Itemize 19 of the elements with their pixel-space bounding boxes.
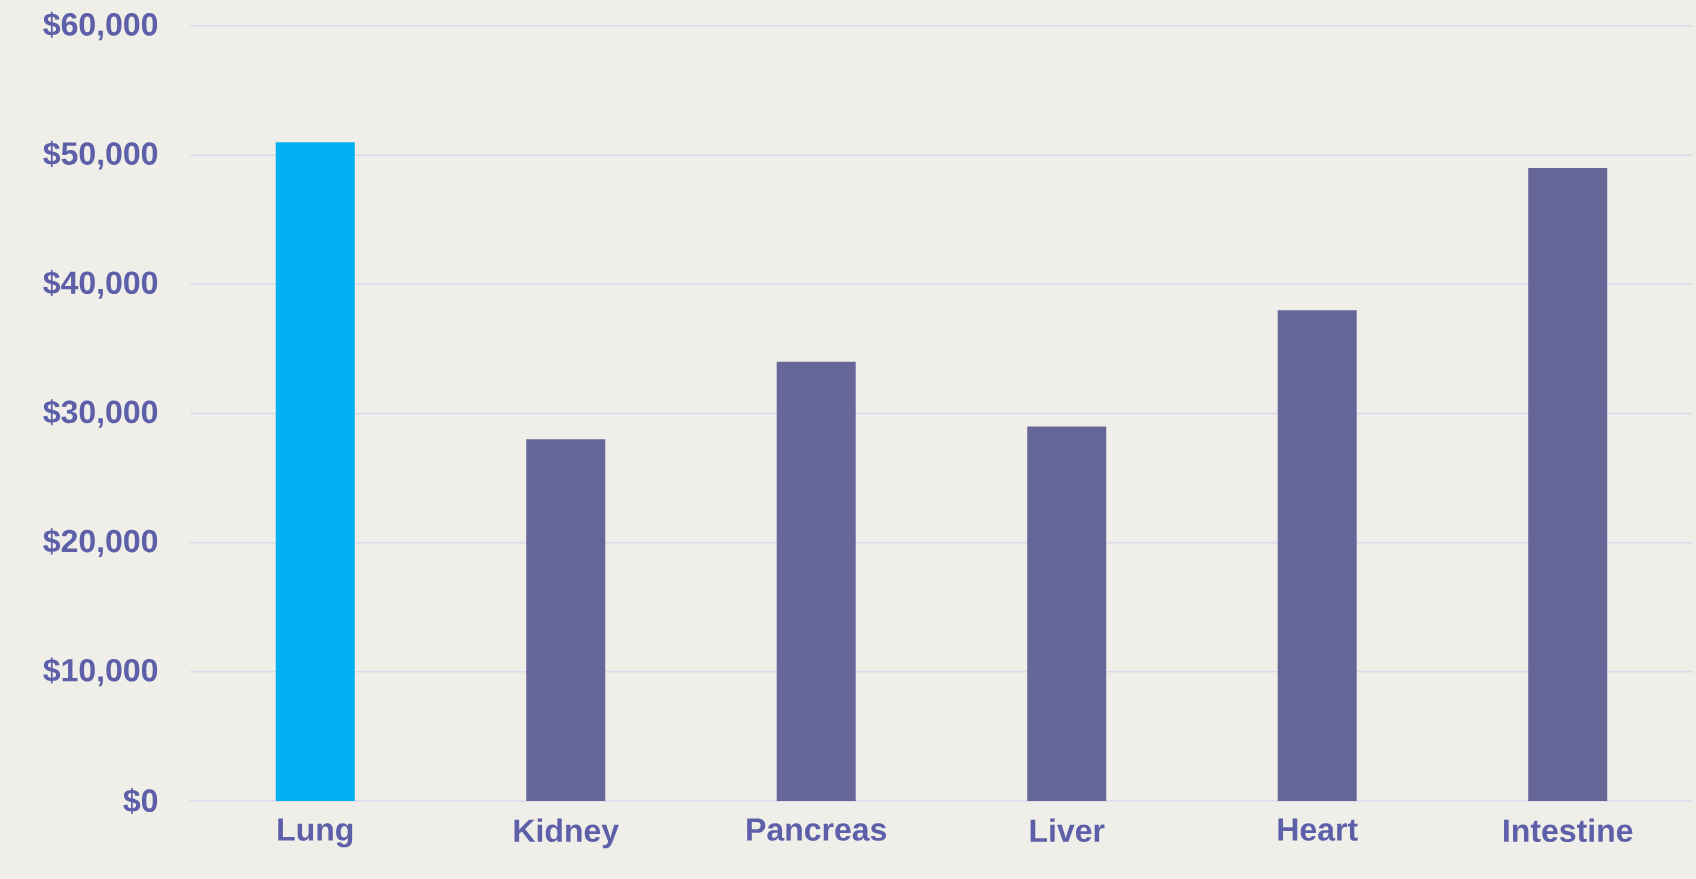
bar [275, 142, 355, 801]
x-tick-label: Kidney [514, 818, 619, 849]
x-tick-label: Intestine [1504, 818, 1633, 843]
bar [526, 439, 606, 801]
bar [1277, 310, 1357, 801]
x-tick-label: Pancreas [747, 818, 887, 841]
y-tick-label: $40,000 [43, 269, 158, 299]
y-tick-label: $60,000 [43, 11, 158, 41]
bar [1528, 168, 1608, 801]
y-tick-label: $0 [123, 787, 158, 815]
y-tick-label: $30,000 [43, 399, 158, 428]
y-tick-label: $20,000 [43, 528, 158, 558]
y-tick-label: $10,000 [43, 657, 158, 687]
x-tick-label: Lung [278, 818, 353, 848]
x-tick-label: Heart [1278, 818, 1358, 841]
bar [1027, 426, 1107, 801]
y-tick-label: $50,000 [43, 140, 158, 170]
bar [776, 361, 856, 801]
x-tick-label: Liver [1030, 818, 1105, 843]
